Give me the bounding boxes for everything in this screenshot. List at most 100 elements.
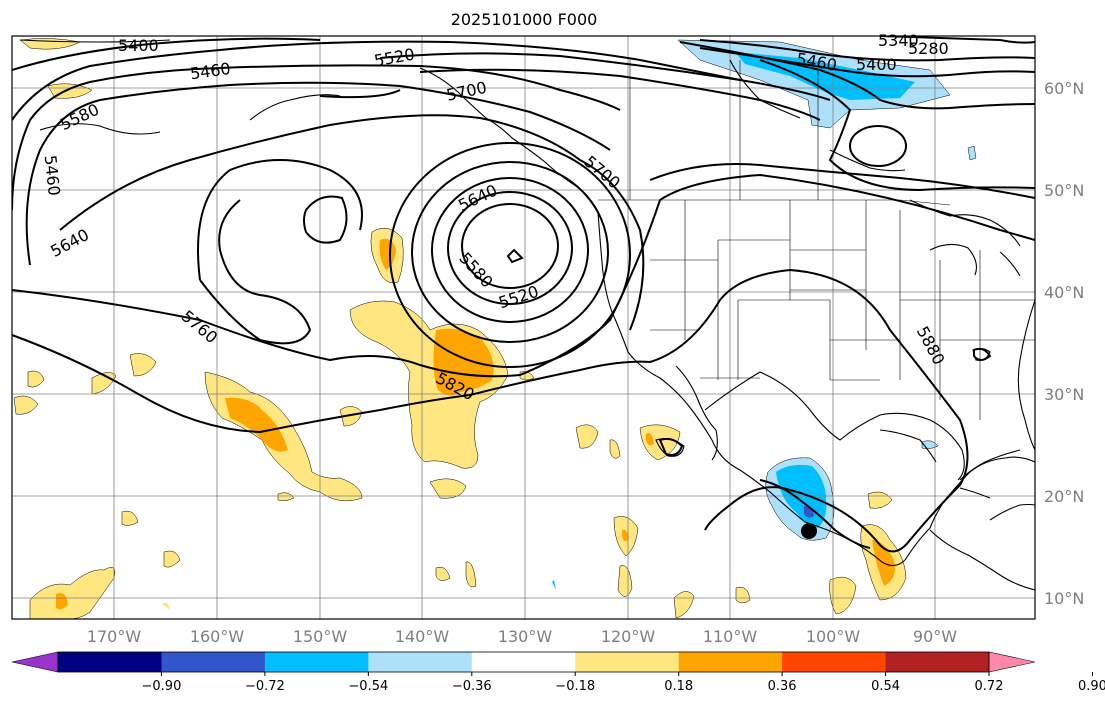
- positive-anomaly-region: [617, 565, 633, 597]
- latitude-labels: 60°N 50°N 40°N 30°N 20°N 10°N: [1044, 79, 1084, 608]
- positive-anomaly-region: [379, 238, 396, 270]
- colorbar-tick-label: −0.72: [245, 679, 285, 694]
- colorbar-tick-label: −0.54: [348, 679, 388, 694]
- positive-anomaly-region: [162, 602, 170, 610]
- colorbar-tick-label: 0.36: [768, 679, 797, 694]
- contour-line: [879, 36, 1035, 44]
- contour-line: [679, 41, 1035, 110]
- contour-line: [431, 177, 589, 323]
- contour-line: [658, 437, 684, 456]
- contour-label: 5760: [178, 306, 221, 347]
- contour-label: 5520: [496, 282, 541, 313]
- positive-anomaly-region: [27, 370, 45, 388]
- contour-line: [759, 479, 871, 549]
- colorbar-segment: [678, 652, 783, 672]
- contour-line: [319, 89, 401, 99]
- positive-anomaly-region: [163, 550, 181, 568]
- height-contours: [12, 36, 1035, 553]
- lon-label: 110°W: [703, 627, 758, 646]
- contour-line: [411, 161, 609, 343]
- contour-line: [759, 59, 1035, 192]
- contour-line: [303, 195, 348, 244]
- contour-line: [59, 114, 645, 331]
- contour-line: [389, 142, 631, 368]
- positive-anomaly-region: [339, 406, 363, 427]
- lon-label: 150°W: [293, 627, 348, 646]
- contour-label: 5460: [189, 59, 232, 83]
- lon-label: 120°W: [601, 627, 656, 646]
- negative-anomaly-region: [967, 145, 977, 161]
- positive-anomaly-region: [56, 593, 68, 610]
- positive-anomaly-region: [829, 576, 857, 615]
- positive-anomaly-region: [575, 424, 599, 449]
- lon-label: 170°W: [87, 627, 142, 646]
- positive-anomaly-region: [735, 587, 751, 604]
- positive-anomaly-region: [673, 591, 695, 619]
- colorbar-ticks: −0.90 −0.72 −0.54 −0.36 −0.18 0.18 0.36 0.54 0.7…: [142, 672, 1105, 694]
- lat-label: 50°N: [1044, 181, 1084, 200]
- lon-label: 160°W: [190, 627, 245, 646]
- contour-label: 5880: [913, 323, 949, 368]
- contour-line: [849, 125, 907, 167]
- shaded-fields: [13, 38, 977, 619]
- contour-line: [12, 173, 1035, 378]
- contour-line: [973, 347, 992, 361]
- positive-anomaly-region: [867, 491, 893, 509]
- colorbar-tick-label: −0.36: [452, 679, 492, 694]
- contour-line: [197, 159, 363, 281]
- positive-anomaly-region: [129, 353, 157, 377]
- contour-line: [461, 203, 559, 289]
- colorbar-tick-label: −0.18: [555, 679, 595, 694]
- contour-line: [447, 191, 573, 305]
- contour-line: [12, 64, 621, 211]
- colorbar-segment: [58, 652, 162, 672]
- positive-anomaly-region: [277, 492, 295, 501]
- lat-label: 60°N: [1044, 79, 1084, 98]
- colorbar-segment: [264, 652, 369, 672]
- positive-anomaly-region: [433, 328, 494, 396]
- contour-label: 5280: [908, 39, 949, 58]
- colorbar-segment: [161, 652, 266, 672]
- colorbar-segment: [885, 652, 990, 672]
- contour-label: 5640: [455, 181, 500, 215]
- lon-label: 90°W: [913, 627, 957, 646]
- colorbar-min-extend: [11, 651, 59, 673]
- positive-anomaly-region: [225, 397, 288, 452]
- contour-line: [12, 268, 969, 553]
- colorbar-tick-label: 0.18: [664, 679, 693, 694]
- colorbar-frame: [57, 651, 990, 673]
- lat-label: 40°N: [1044, 283, 1084, 302]
- negative-anomaly-region: [552, 580, 556, 590]
- contour-line: [199, 199, 312, 345]
- map-frame: [11, 35, 1036, 620]
- positive-anomaly-region: [429, 478, 467, 499]
- contour-label: 5700: [581, 152, 624, 193]
- lat-label: 10°N: [1044, 589, 1084, 608]
- colorbar-tick-label: −0.90: [142, 679, 182, 694]
- contour-label: 5460: [41, 154, 64, 196]
- positive-anomaly-region: [29, 567, 116, 619]
- positive-anomaly-region: [435, 566, 451, 581]
- colorbar-tick-label: 0.54: [871, 679, 900, 694]
- lat-label: 20°N: [1044, 487, 1084, 506]
- colorbar-segment: [575, 652, 680, 672]
- positive-anomaly-region: [13, 395, 39, 415]
- colorbar-segment: [782, 652, 887, 672]
- contour-label: 5580: [57, 100, 102, 134]
- colorbar-tick-label: 0.72: [975, 679, 1004, 694]
- contour-line: [419, 68, 821, 121]
- colorbar-segment: [368, 652, 473, 672]
- colorbar-segment: [471, 652, 576, 672]
- contour-label: 5400: [118, 36, 159, 55]
- contour-line: [506, 248, 524, 264]
- positive-anomaly-region: [609, 439, 621, 459]
- negative-anomaly-region: [804, 505, 814, 518]
- negative-anomaly-region: [776, 464, 827, 528]
- colorbar: −0.90 −0.72 −0.54 −0.36 −0.18 0.18 0.36 0.54 0.7…: [11, 651, 1105, 694]
- positive-anomaly-region: [646, 433, 654, 446]
- contour-line: [12, 40, 741, 121]
- lon-label: 100°W: [806, 627, 861, 646]
- contour-line: [25, 81, 611, 266]
- gridlines: [12, 36, 1035, 619]
